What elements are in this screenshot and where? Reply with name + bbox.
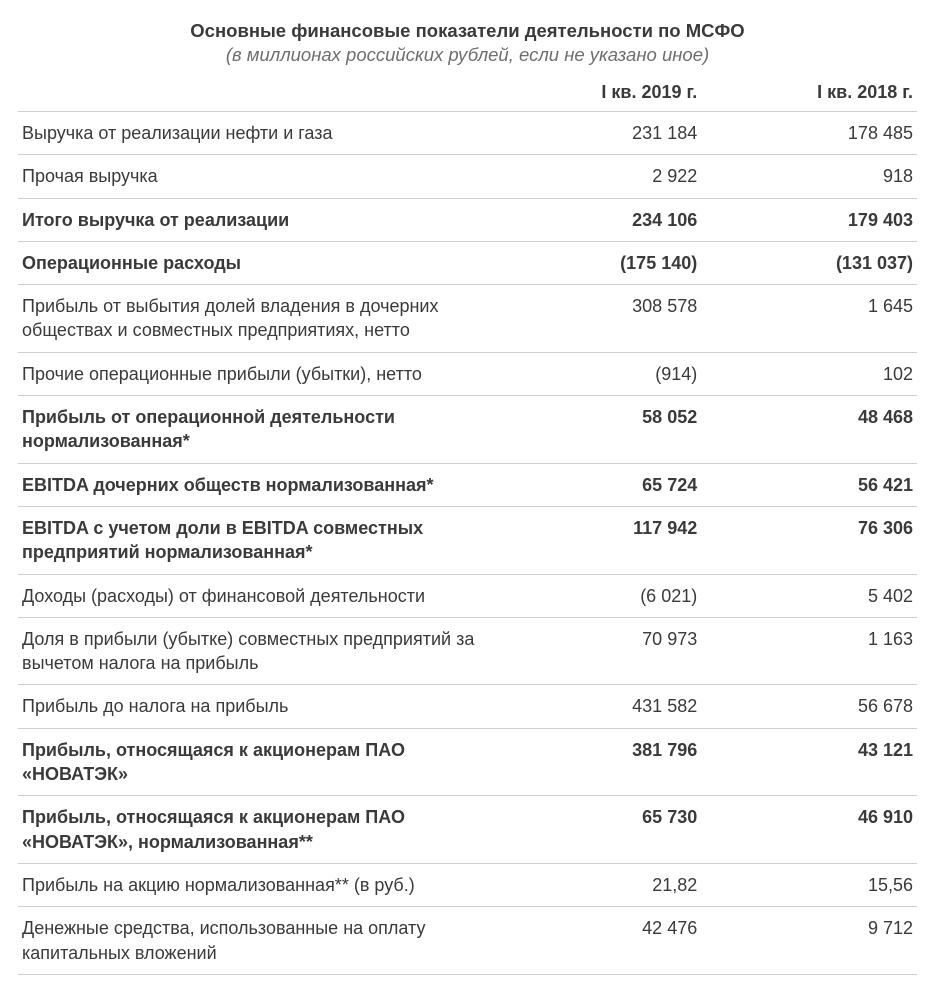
row-value-2019: 117 942 — [485, 506, 701, 574]
table-row: Доходы (расходы) от финансовой деятельно… — [18, 574, 917, 617]
row-value-2019: 42 476 — [485, 907, 701, 975]
col-header-2018: I кв. 2018 г. — [701, 76, 917, 112]
col-header-empty — [18, 76, 485, 112]
row-label: Операционные расходы — [18, 241, 485, 284]
row-label: Прибыль от выбытия долей владения в доче… — [18, 285, 485, 353]
table-row: Прибыль до налога на прибыль431 58256 67… — [18, 685, 917, 728]
page-subtitle: (в миллионах российских рублей, если не … — [18, 44, 917, 66]
row-value-2019: 58 052 — [485, 396, 701, 464]
table-row: Прибыль от операционной деятельности нор… — [18, 396, 917, 464]
row-label: EBITDA дочерних обществ нормализованная* — [18, 463, 485, 506]
row-value-2019: (175 140) — [485, 241, 701, 284]
row-value-2018: 5 402 — [701, 574, 917, 617]
table-row: EBITDA дочерних обществ нормализованная*… — [18, 463, 917, 506]
table-row: Прибыль на акцию нормализованная** (в ру… — [18, 863, 917, 906]
col-header-2019: I кв. 2019 г. — [485, 76, 701, 112]
row-value-2019: 231 184 — [485, 112, 701, 155]
row-value-2019: 431 582 — [485, 685, 701, 728]
row-value-2018: 9 712 — [701, 907, 917, 975]
financial-table: I кв. 2019 г. I кв. 2018 г. Выручка от р… — [18, 76, 917, 975]
row-value-2018: 178 485 — [701, 112, 917, 155]
row-value-2019: 65 724 — [485, 463, 701, 506]
row-label: Итого выручка от реализации — [18, 198, 485, 241]
table-row: Прибыль, относящаяся к акционерам ПАО «Н… — [18, 796, 917, 864]
row-label: Прибыль, относящаяся к акционерам ПАО «Н… — [18, 728, 485, 796]
table-row: Доля в прибыли (убытке) совместных предп… — [18, 617, 917, 685]
row-value-2018: 918 — [701, 155, 917, 198]
row-value-2019: 308 578 — [485, 285, 701, 353]
row-value-2018: 56 678 — [701, 685, 917, 728]
row-value-2018: 179 403 — [701, 198, 917, 241]
row-label: EBITDA с учетом доли в EBITDA совместных… — [18, 506, 485, 574]
row-value-2018: 1 645 — [701, 285, 917, 353]
row-value-2018: 102 — [701, 352, 917, 395]
table-row: Прочая выручка2 922918 — [18, 155, 917, 198]
row-value-2019: (914) — [485, 352, 701, 395]
row-value-2019: 234 106 — [485, 198, 701, 241]
table-row: Прибыль от выбытия долей владения в доче… — [18, 285, 917, 353]
row-value-2019: (6 021) — [485, 574, 701, 617]
row-value-2018: 43 121 — [701, 728, 917, 796]
row-label: Прибыль от операционной деятельности нор… — [18, 396, 485, 464]
row-label: Прочие операционные прибыли (убытки), не… — [18, 352, 485, 395]
table-row: Итого выручка от реализации234 106179 40… — [18, 198, 917, 241]
row-value-2018: 15,56 — [701, 863, 917, 906]
row-label: Доля в прибыли (убытке) совместных предп… — [18, 617, 485, 685]
row-value-2018: 76 306 — [701, 506, 917, 574]
table-row: Выручка от реализации нефти и газа231 18… — [18, 112, 917, 155]
table-row: Денежные средства, использованные на опл… — [18, 907, 917, 975]
table-row: EBITDA с учетом доли в EBITDA совместных… — [18, 506, 917, 574]
row-label: Доходы (расходы) от финансовой деятельно… — [18, 574, 485, 617]
row-label: Выручка от реализации нефти и газа — [18, 112, 485, 155]
row-label: Прочая выручка — [18, 155, 485, 198]
row-label: Денежные средства, использованные на опл… — [18, 907, 485, 975]
table-header-row: I кв. 2019 г. I кв. 2018 г. — [18, 76, 917, 112]
row-value-2018: (131 037) — [701, 241, 917, 284]
table-row: Прибыль, относящаяся к акционерам ПАО «Н… — [18, 728, 917, 796]
row-value-2018: 1 163 — [701, 617, 917, 685]
row-value-2019: 70 973 — [485, 617, 701, 685]
table-row: Прочие операционные прибыли (убытки), не… — [18, 352, 917, 395]
row-label: Прибыль до налога на прибыль — [18, 685, 485, 728]
table-row: Операционные расходы(175 140)(131 037) — [18, 241, 917, 284]
row-value-2019: 65 730 — [485, 796, 701, 864]
row-label: Прибыль, относящаяся к акционерам ПАО «Н… — [18, 796, 485, 864]
row-value-2018: 46 910 — [701, 796, 917, 864]
row-value-2019: 2 922 — [485, 155, 701, 198]
row-value-2019: 21,82 — [485, 863, 701, 906]
row-value-2019: 381 796 — [485, 728, 701, 796]
row-label: Прибыль на акцию нормализованная** (в ру… — [18, 863, 485, 906]
page-title: Основные финансовые показатели деятельно… — [18, 20, 917, 42]
row-value-2018: 56 421 — [701, 463, 917, 506]
row-value-2018: 48 468 — [701, 396, 917, 464]
table-body: Выручка от реализации нефти и газа231 18… — [18, 112, 917, 975]
